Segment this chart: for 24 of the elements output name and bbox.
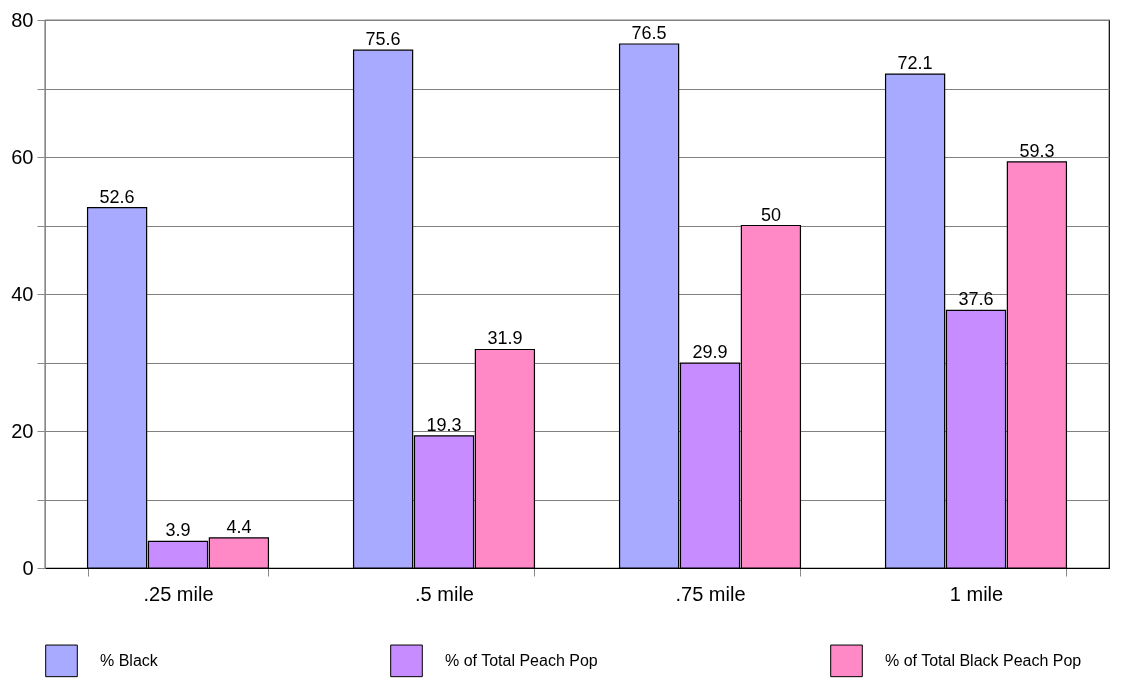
y-tick-label: 0 — [22, 556, 34, 579]
data-label: 75.6 — [365, 29, 401, 50]
data-label: 29.9 — [692, 342, 728, 363]
legend-label: % of Total Black Peach Pop — [885, 651, 1082, 669]
x-tick-label: .25 mile — [143, 582, 214, 605]
data-label: 19.3 — [426, 414, 462, 435]
x-tick-label: .5 mile — [415, 582, 474, 605]
data-label: 37.6 — [958, 289, 994, 310]
x-tick-label: 1 mile — [949, 582, 1004, 605]
data-label: 59.3 — [1019, 140, 1055, 161]
y-tick-label: 20 — [11, 419, 34, 442]
y-tick-label: 80 — [11, 8, 34, 31]
legend-label: % of Total Peach Pop — [445, 651, 598, 669]
data-label: 76.5 — [631, 22, 667, 43]
y-tick-label: 60 — [11, 145, 34, 168]
data-label: 31.9 — [487, 328, 523, 349]
data-label: 3.9 — [165, 520, 191, 541]
data-label: 72.1 — [897, 53, 933, 74]
x-tick-label: .75 mile — [675, 582, 746, 605]
y-tick-label: 40 — [11, 282, 34, 305]
data-label: 50 — [760, 204, 781, 225]
legend-label: % Black — [100, 651, 159, 669]
data-label: 4.4 — [226, 516, 252, 537]
data-label: 52.6 — [99, 186, 135, 207]
